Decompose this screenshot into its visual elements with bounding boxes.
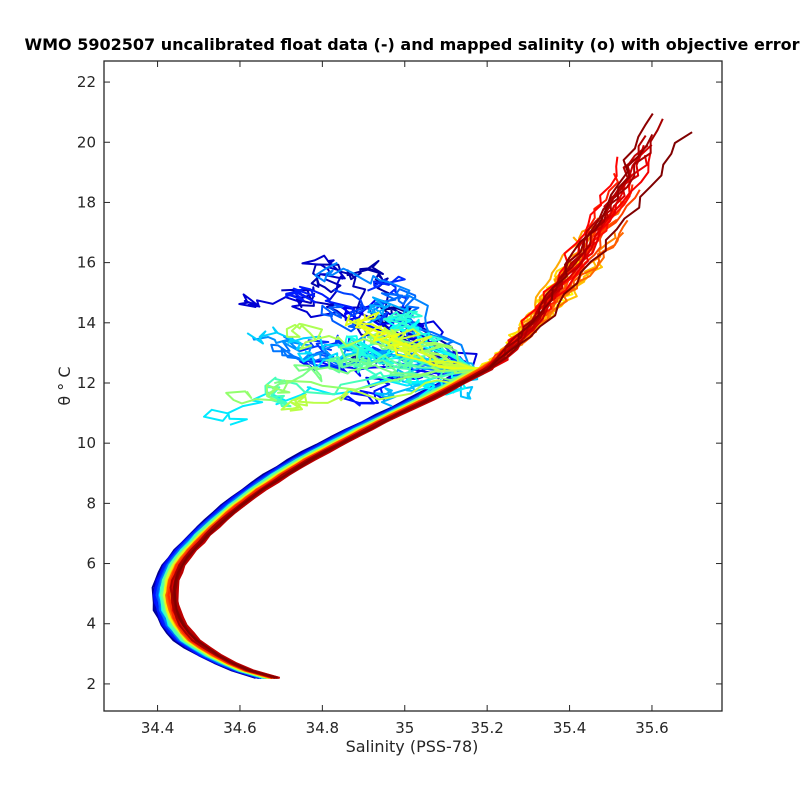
chart-title: WMO 5902507 uncalibrated float data (-) … — [24, 35, 799, 54]
y-axis: 2 4 6 8 10 12 14 16 18 20 22 — [77, 73, 722, 693]
profile-line — [167, 217, 602, 679]
x-tick-label: 35 — [395, 719, 414, 737]
x-tick-label: 35.6 — [635, 719, 668, 737]
profile-line — [171, 178, 632, 679]
y-tick-label: 14 — [77, 314, 96, 332]
profile-line — [176, 144, 649, 679]
profile-lines — [151, 113, 693, 679]
y-tick-label: 12 — [77, 374, 96, 392]
x-tick-label: 34.4 — [141, 719, 174, 737]
profile-line — [170, 152, 652, 679]
profile-line — [167, 208, 615, 679]
x-tick-label: 34.8 — [306, 719, 339, 737]
y-tick-label: 20 — [77, 133, 96, 151]
profile-line — [174, 154, 648, 679]
profile-line — [159, 288, 472, 679]
x-axis: 34.4 34.6 34.8 35 35.2 35.4 35.6 — [141, 61, 669, 737]
y-tick-label: 22 — [77, 73, 96, 91]
profile-line — [160, 368, 473, 679]
y-tick-label: 6 — [86, 555, 96, 573]
profile-line — [167, 184, 634, 679]
y-tick-label: 4 — [86, 615, 96, 633]
profile-line — [171, 172, 619, 679]
plot-frame — [103, 60, 723, 712]
y-tick-label: 8 — [86, 494, 96, 512]
x-tick-label: 35.4 — [553, 719, 586, 737]
profile-line — [154, 254, 469, 679]
y-axis-label: θ ° C — [55, 366, 74, 405]
x-axis-label: Salinity (PSS-78) — [346, 737, 479, 756]
y-tick-label: 10 — [77, 434, 96, 452]
x-tick-label: 35.2 — [470, 719, 503, 737]
profile-line — [153, 366, 466, 679]
y-tick-label: 18 — [77, 193, 96, 211]
y-tick-label: 16 — [77, 254, 96, 272]
profile-line — [173, 131, 693, 679]
y-tick-label: 2 — [86, 675, 96, 693]
profile-line — [169, 118, 664, 679]
profile-line — [171, 144, 653, 679]
x-tick-label: 34.6 — [223, 719, 256, 737]
